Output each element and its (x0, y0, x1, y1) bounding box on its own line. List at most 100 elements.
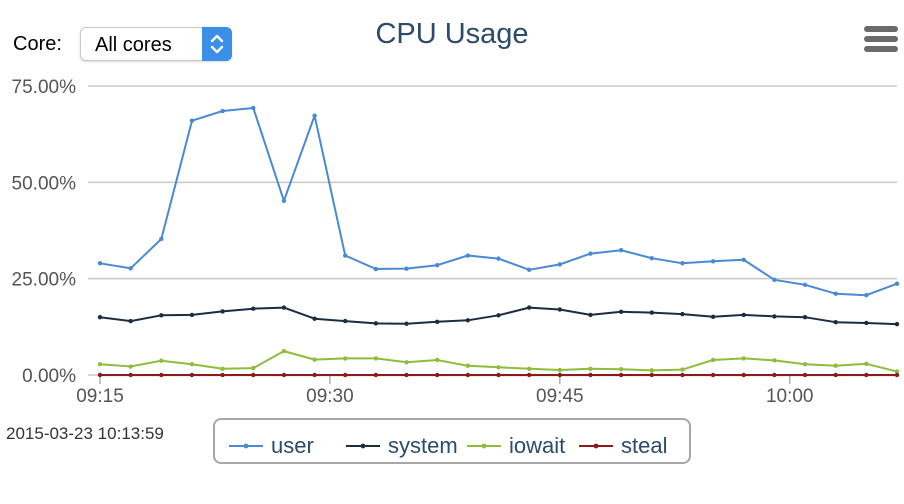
data-point-iowait (128, 364, 133, 369)
legend-label-user: user (271, 433, 314, 458)
data-point-steal (772, 372, 777, 378)
data-point-system (434, 319, 440, 325)
data-point-steal (894, 372, 900, 378)
data-point-iowait (97, 362, 103, 367)
data-point-steal (588, 372, 593, 378)
legend-marker-user (243, 443, 249, 449)
legend-item-iowait[interactable]: iowait (467, 433, 565, 458)
data-point-iowait (588, 366, 593, 372)
legend-item-user[interactable]: user (229, 433, 314, 458)
data-point-user (557, 262, 563, 267)
data-point-steal (649, 372, 654, 378)
data-point-system (465, 318, 471, 323)
chevron-up-down-icon[interactable] (202, 27, 232, 61)
data-point-iowait (343, 356, 348, 361)
data-point-iowait (312, 357, 317, 362)
data-point-iowait (894, 369, 900, 374)
data-point-user (772, 277, 777, 283)
data-point-system (772, 314, 777, 319)
data-point-iowait (741, 356, 746, 361)
core-select[interactable]: All cores (80, 27, 232, 61)
data-point-steal (373, 372, 379, 378)
data-point-system (864, 320, 869, 326)
legend-label-steal: steal (621, 433, 667, 458)
data-point-steal (741, 372, 746, 378)
data-point-steal (864, 372, 869, 378)
data-point-iowait (251, 365, 256, 371)
y-tick-label: 25.00% (12, 270, 77, 291)
core-label: Core: (13, 33, 62, 55)
data-point-steal (833, 372, 838, 378)
data-point-steal (526, 372, 532, 378)
data-point-system (343, 318, 348, 324)
data-point-system (618, 309, 624, 315)
data-point-system (281, 305, 287, 310)
data-point-iowait (772, 358, 777, 363)
data-point-user (741, 257, 746, 262)
data-point-iowait (220, 366, 225, 372)
data-point-steal (434, 372, 440, 378)
data-point-system (312, 316, 317, 321)
data-point-system (649, 310, 654, 315)
data-point-user (434, 262, 440, 268)
data-point-iowait (526, 366, 532, 372)
data-point-iowait (496, 365, 501, 370)
data-point-user (802, 282, 808, 288)
data-point-iowait (649, 368, 654, 373)
data-point-steal (251, 372, 256, 378)
data-point-steal (128, 372, 133, 378)
data-point-user (312, 113, 317, 118)
data-point-user (373, 266, 379, 272)
hamburger-menu-icon[interactable] (864, 26, 900, 56)
data-point-iowait (680, 367, 685, 372)
data-point-iowait (373, 356, 379, 361)
data-point-system (189, 312, 195, 318)
timestamp: 2015-03-23 10:13:59 (6, 424, 164, 443)
data-point-iowait (281, 348, 287, 354)
data-point-user (680, 261, 685, 266)
data-point-user (159, 236, 164, 242)
data-point-iowait (710, 357, 716, 363)
data-point-user (496, 256, 501, 261)
legend-item-system[interactable]: system (346, 433, 458, 458)
data-point-system (496, 313, 501, 318)
data-point-system (802, 315, 808, 320)
chart-title: CPU Usage (375, 18, 529, 50)
data-point-user (526, 267, 532, 273)
data-point-user (588, 251, 593, 256)
data-point-system (220, 309, 225, 314)
data-point-system (251, 306, 256, 311)
data-point-iowait (802, 362, 808, 367)
x-tick-label: 09:45 (536, 386, 584, 407)
data-point-user (649, 256, 654, 261)
legend-label-iowait: iowait (509, 433, 565, 458)
data-point-system (557, 307, 563, 312)
data-point-system (128, 318, 133, 324)
data-point-steal (618, 372, 624, 378)
data-point-iowait (189, 362, 195, 367)
data-point-steal (404, 372, 409, 378)
data-point-system (741, 312, 746, 318)
legend-item-steal[interactable]: steal (579, 433, 667, 458)
data-point-iowait (159, 358, 164, 363)
data-point-steal (343, 372, 348, 378)
data-point-system (833, 320, 838, 325)
data-point-steal (802, 372, 808, 378)
x-tick-label: 09:30 (306, 386, 354, 407)
data-point-steal (159, 372, 164, 378)
data-point-user (281, 198, 287, 204)
data-point-system (710, 314, 716, 320)
y-tick-label: 0.00% (22, 366, 76, 387)
data-point-user (220, 108, 225, 114)
data-point-user (189, 118, 195, 123)
data-point-iowait (557, 367, 563, 373)
data-point-user (128, 266, 133, 271)
data-point-system (97, 315, 103, 320)
data-point-user (894, 281, 900, 286)
data-point-user (465, 253, 471, 258)
legend: user system iowait steal (213, 418, 691, 464)
data-point-user (710, 259, 716, 264)
x-tick-label: 09:15 (76, 386, 124, 407)
legend-marker-system (360, 443, 366, 449)
data-point-steal (680, 372, 685, 378)
